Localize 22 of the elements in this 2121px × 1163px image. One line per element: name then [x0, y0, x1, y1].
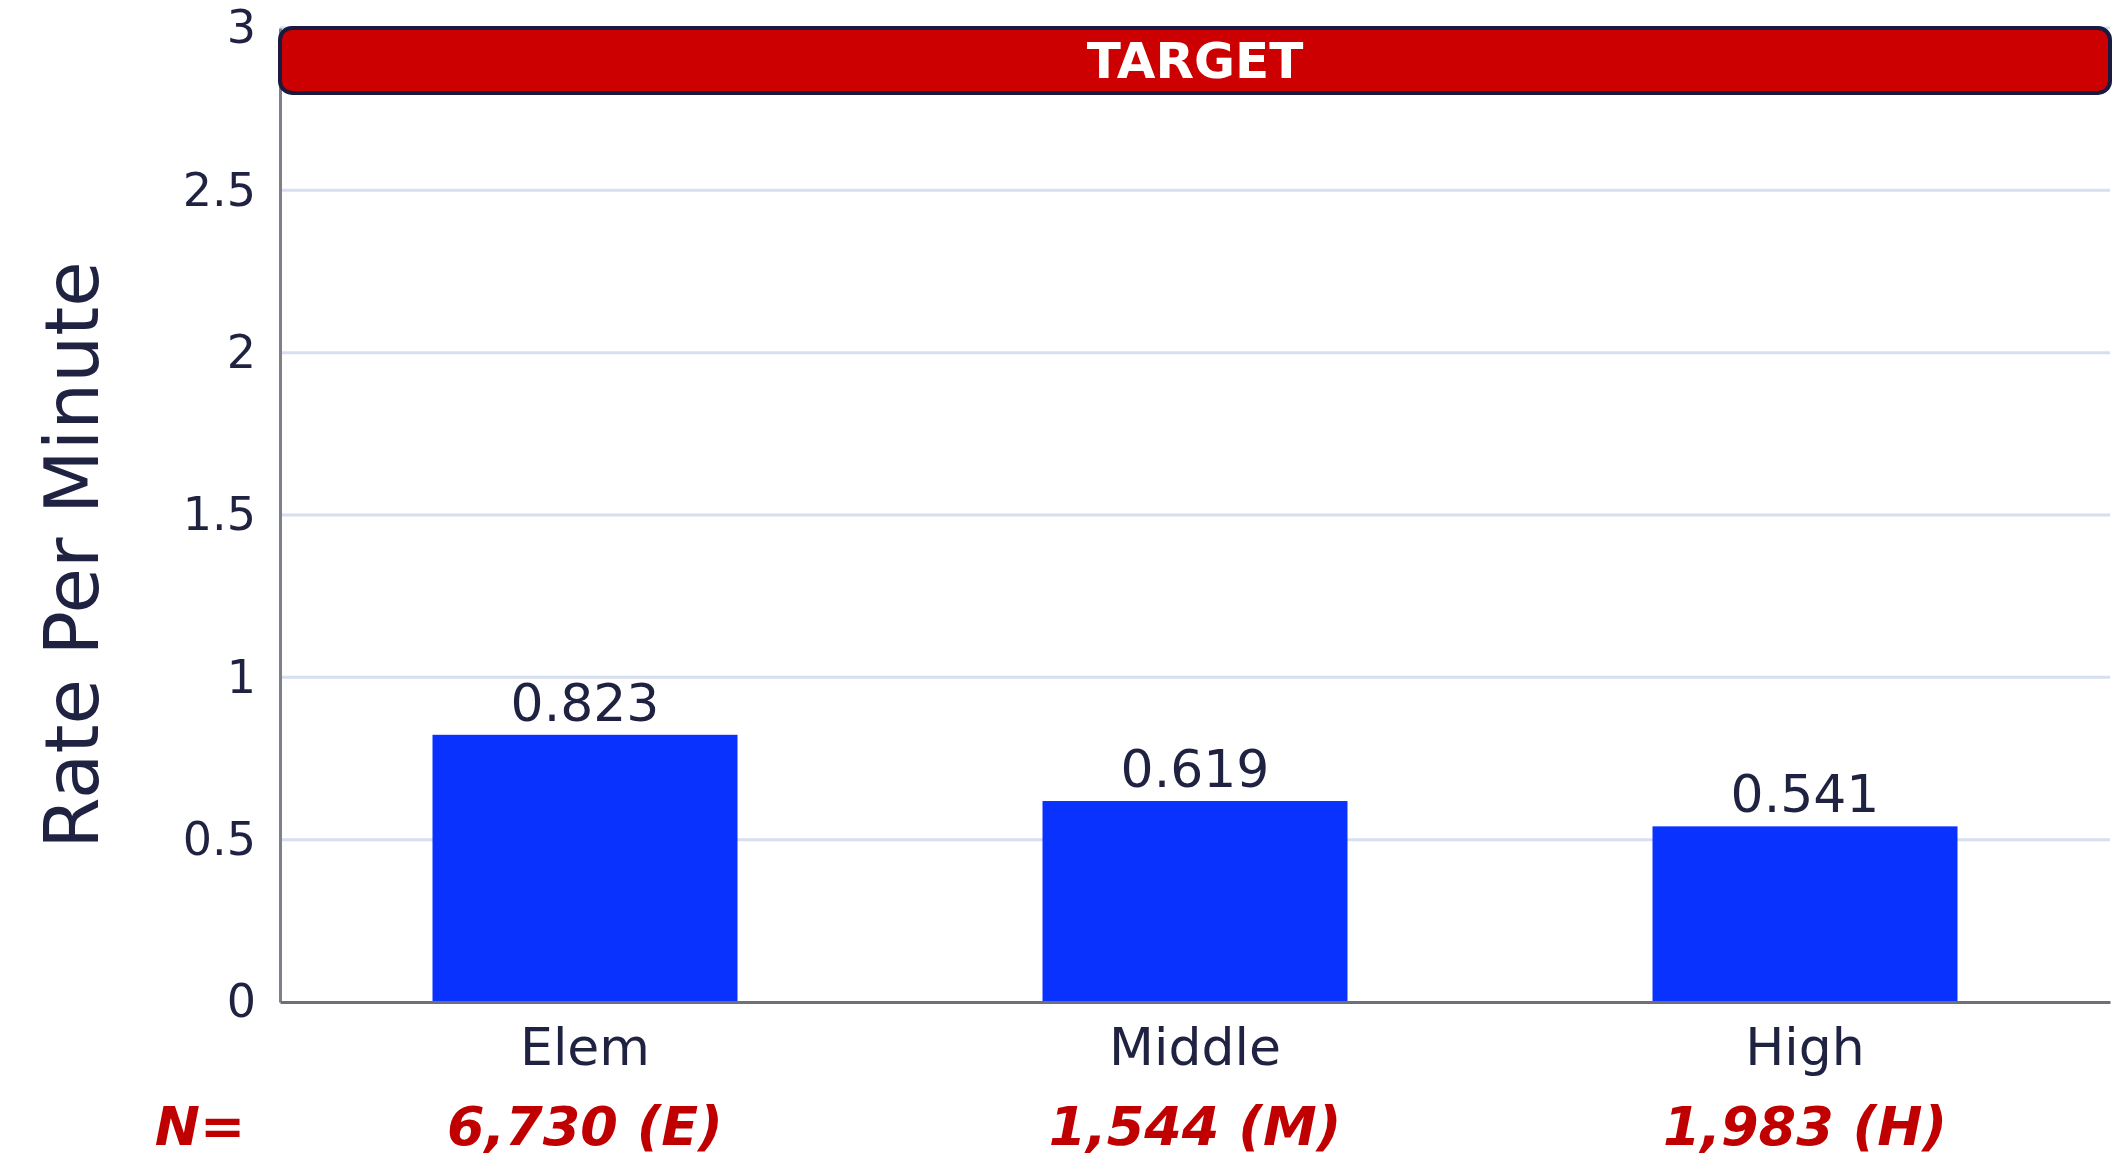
x-tick-label: High	[1745, 1016, 1865, 1077]
y-tick-label: 1.5	[182, 487, 256, 542]
bar	[1652, 826, 1958, 1002]
band-label: TARGET	[1086, 31, 1304, 90]
data-label: 0.823	[510, 672, 660, 733]
bar	[1042, 801, 1348, 1002]
y-tick-label: 3	[226, 0, 256, 55]
text: 6,730 (E)	[447, 1095, 723, 1158]
data-label: 0.619	[1120, 739, 1270, 800]
y-tick-label: 2.5	[182, 162, 256, 217]
y-tick-label: 1	[226, 649, 256, 704]
text: 1,544 (M)	[1048, 1095, 1342, 1158]
y-axis-title: Rate Per Minute	[29, 261, 115, 849]
data-label: 0.541	[1730, 764, 1880, 825]
text: N=	[154, 1095, 246, 1158]
bar	[432, 734, 738, 1002]
y-tick-label: 0.5	[182, 811, 256, 866]
y-tick-label: 2	[226, 324, 256, 379]
x-tick-label: Middle	[1109, 1016, 1281, 1077]
x-tick-label: Elem	[520, 1016, 650, 1077]
y-tick-label: 0	[226, 974, 256, 1029]
text: 1,983 (H)	[1662, 1095, 1948, 1158]
